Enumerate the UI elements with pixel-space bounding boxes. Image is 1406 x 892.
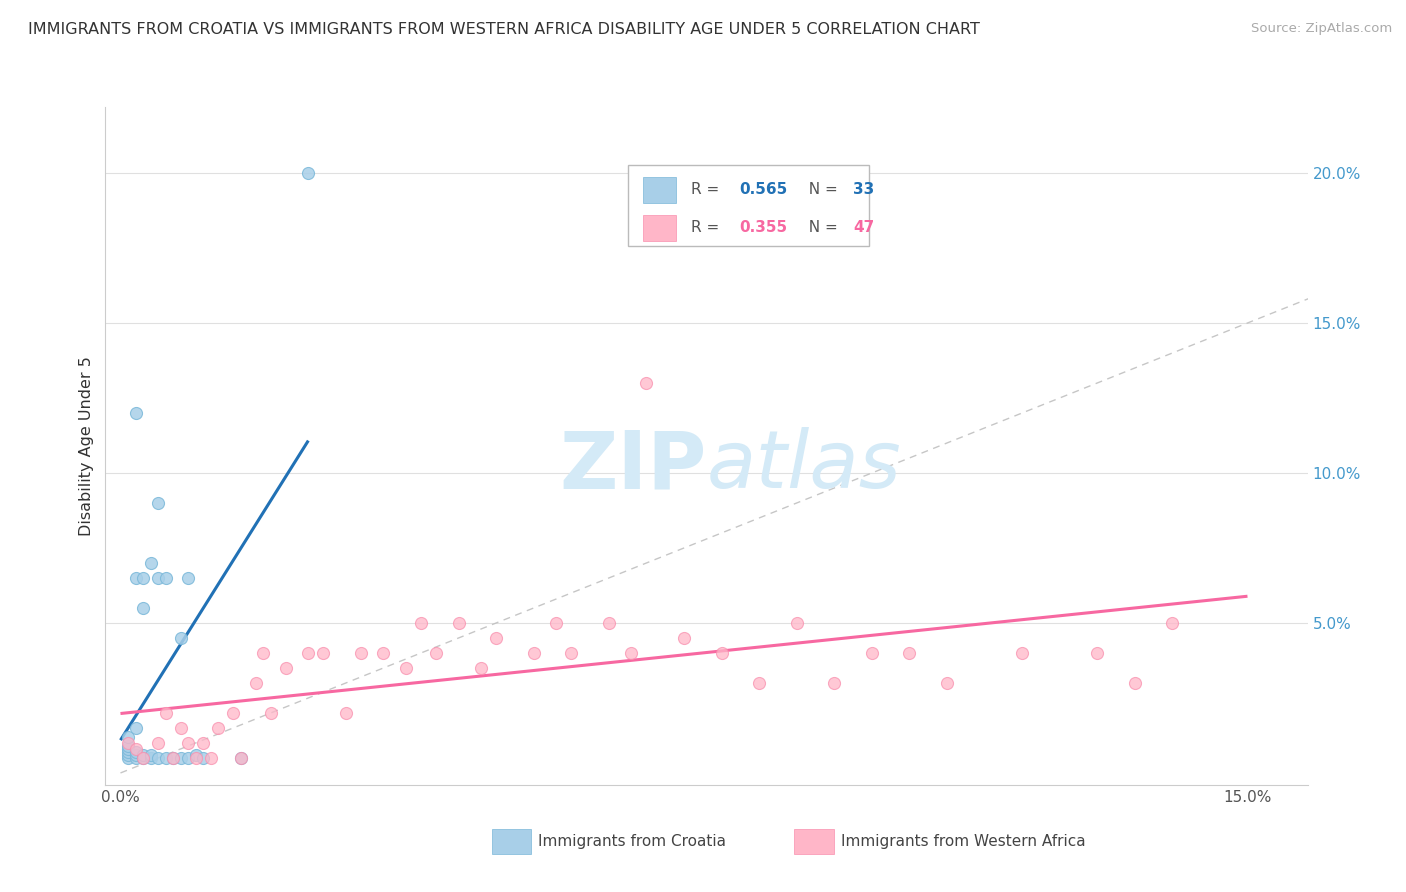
Point <box>409 615 432 630</box>
Point <box>184 751 207 765</box>
Point <box>132 751 155 765</box>
Point <box>222 706 245 720</box>
Point <box>177 736 200 750</box>
Text: R =: R = <box>690 220 724 235</box>
Point <box>395 661 418 675</box>
Point <box>155 706 177 720</box>
Text: N =: N = <box>799 182 842 197</box>
Point <box>350 646 373 660</box>
Point <box>672 631 695 645</box>
Point <box>229 751 252 765</box>
Point <box>191 736 214 750</box>
Point <box>139 747 162 762</box>
Text: 33: 33 <box>853 182 875 197</box>
Point <box>786 615 808 630</box>
Point <box>146 751 169 765</box>
Point <box>124 406 146 420</box>
Point <box>124 571 146 585</box>
Point <box>260 706 283 720</box>
Point <box>117 747 139 762</box>
Point <box>898 646 921 660</box>
FancyBboxPatch shape <box>643 215 676 241</box>
Point <box>132 747 155 762</box>
Point <box>1161 615 1184 630</box>
Point <box>245 676 267 690</box>
Point <box>936 676 959 690</box>
Point <box>132 601 155 615</box>
FancyBboxPatch shape <box>643 177 676 202</box>
Text: ZIP: ZIP <box>560 427 707 506</box>
Point <box>636 376 658 390</box>
Point <box>1123 676 1146 690</box>
Point <box>252 646 274 660</box>
Point <box>312 646 335 660</box>
Point <box>1085 646 1108 660</box>
Point <box>169 751 191 765</box>
Point <box>146 571 169 585</box>
Point <box>177 571 200 585</box>
Point <box>162 751 184 765</box>
Point <box>447 615 470 630</box>
Point <box>169 631 191 645</box>
Point <box>184 747 207 762</box>
Point <box>117 751 139 765</box>
Y-axis label: Disability Age Under 5: Disability Age Under 5 <box>79 356 94 536</box>
Point <box>546 615 568 630</box>
Point <box>335 706 357 720</box>
Point <box>155 571 177 585</box>
Point <box>117 745 139 759</box>
Point <box>710 646 733 660</box>
Point <box>274 661 297 675</box>
Point <box>146 496 169 510</box>
Text: 0.355: 0.355 <box>740 220 787 235</box>
Point <box>117 739 139 753</box>
Point <box>191 751 214 765</box>
Text: 47: 47 <box>853 220 875 235</box>
Point <box>124 751 146 765</box>
Text: Source: ZipAtlas.com: Source: ZipAtlas.com <box>1251 22 1392 36</box>
Point <box>297 166 319 180</box>
Point <box>485 631 508 645</box>
Text: 0.565: 0.565 <box>740 182 787 197</box>
Point <box>748 676 770 690</box>
Point <box>229 751 252 765</box>
Point <box>155 751 177 765</box>
Point <box>132 571 155 585</box>
Point <box>117 736 139 750</box>
Point <box>117 742 139 756</box>
Point <box>373 646 395 660</box>
Point <box>297 646 319 660</box>
Point <box>132 751 155 765</box>
Point <box>124 742 146 756</box>
Text: Immigrants from Croatia: Immigrants from Croatia <box>538 834 727 848</box>
Point <box>1011 646 1033 660</box>
Point <box>200 751 222 765</box>
Point <box>470 661 492 675</box>
Point <box>207 721 229 735</box>
Point <box>146 736 169 750</box>
Point <box>177 751 200 765</box>
Text: R =: R = <box>690 182 724 197</box>
Point <box>124 721 146 735</box>
Point <box>124 747 146 762</box>
Point <box>124 745 146 759</box>
Point <box>823 676 845 690</box>
Point <box>425 646 447 660</box>
Point <box>560 646 582 660</box>
Text: Immigrants from Western Africa: Immigrants from Western Africa <box>841 834 1085 848</box>
Point <box>620 646 643 660</box>
Text: N =: N = <box>799 220 842 235</box>
Point <box>523 646 546 660</box>
Point <box>139 556 162 570</box>
Point <box>598 615 620 630</box>
Point <box>860 646 883 660</box>
Point <box>169 721 191 735</box>
FancyBboxPatch shape <box>628 165 869 246</box>
Text: atlas: atlas <box>707 427 901 506</box>
Text: IMMIGRANTS FROM CROATIA VS IMMIGRANTS FROM WESTERN AFRICA DISABILITY AGE UNDER 5: IMMIGRANTS FROM CROATIA VS IMMIGRANTS FR… <box>28 22 980 37</box>
Point <box>139 751 162 765</box>
Point <box>162 751 184 765</box>
Point <box>117 730 139 744</box>
